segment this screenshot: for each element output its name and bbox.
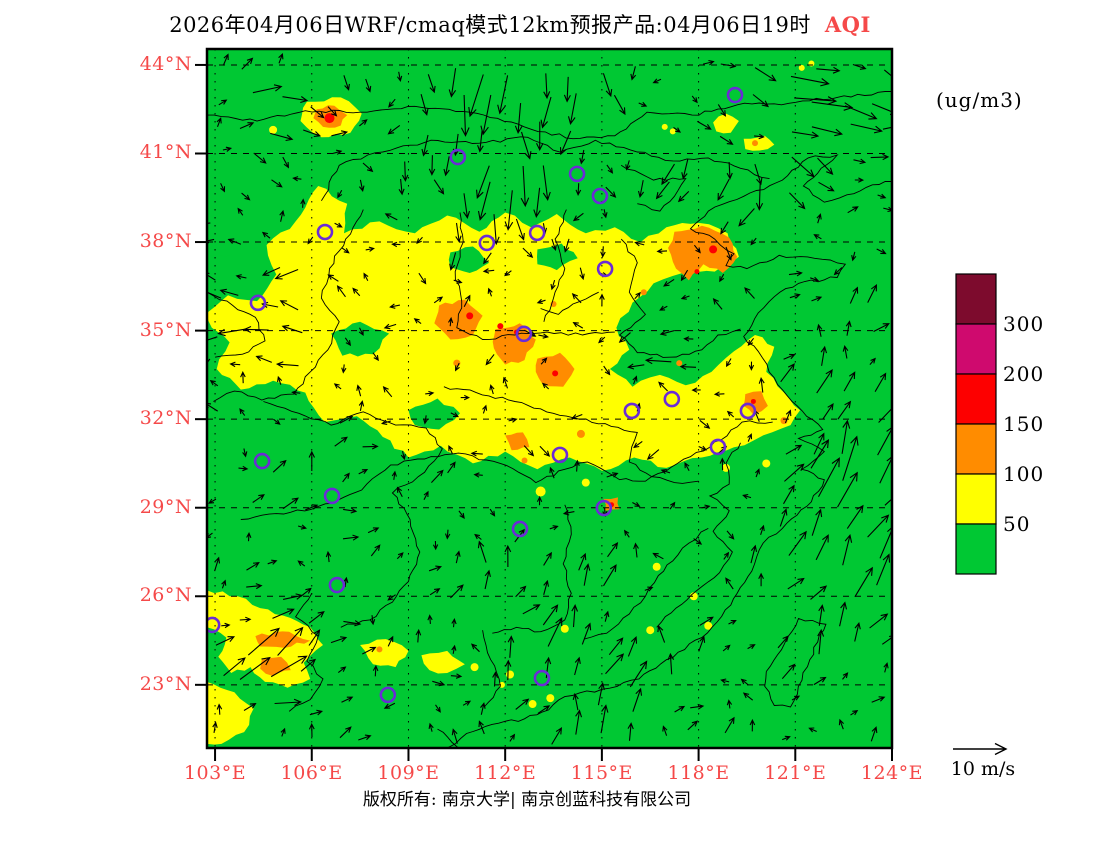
- title-aqi-badge: AQI: [824, 12, 871, 37]
- colorbar-segment: [955, 273, 997, 325]
- lon-tick-label: 124°E: [860, 762, 924, 784]
- lat-tick-label: 35°N: [139, 318, 192, 341]
- city-marker: [249, 294, 267, 312]
- city-marker: [379, 686, 397, 704]
- city-marker: [478, 234, 496, 252]
- city-markers-layer: [207, 86, 757, 704]
- city-marker: [511, 520, 529, 538]
- aqi-field-layer: [207, 60, 815, 745]
- lat-tick-label: 26°N: [139, 584, 192, 607]
- lon-tick-label: 106°E: [280, 762, 343, 784]
- lon-tick-label: 121°E: [764, 762, 827, 784]
- city-marker: [568, 165, 586, 183]
- city-marker: [449, 148, 467, 166]
- city-marker: [551, 446, 569, 464]
- lat-tick-label: 32°N: [139, 407, 192, 430]
- lon-tick-label: 109°E: [377, 762, 440, 784]
- title-text: 2026年04月06日WRF/cmaq模式12km预报产品:04月06日19时: [169, 13, 811, 37]
- colorbar-segment: [955, 473, 997, 525]
- lat-tick-label: 38°N: [139, 230, 192, 253]
- units-label: (ug/m3): [936, 88, 1023, 112]
- city-marker: [596, 260, 614, 278]
- colorbar-segment: [955, 373, 997, 425]
- colorbar-tick-label: 50: [1003, 512, 1031, 536]
- city-marker: [739, 402, 757, 420]
- colorbar-tick-label: 100: [1003, 462, 1045, 486]
- city-marker: [591, 187, 609, 205]
- map-content-layer: [207, 49, 892, 748]
- city-marker: [207, 616, 221, 634]
- wind-arrows-layer: [207, 53, 892, 745]
- boundaries-layer: [207, 91, 892, 748]
- colorbar-tick-label: 200: [1003, 362, 1045, 386]
- wind-reference-label: 10 m/s: [950, 758, 1016, 780]
- city-marker: [533, 669, 551, 687]
- footer-copyright: 版权所有: 南京大学| 南京创蓝科技有限公司: [362, 790, 692, 810]
- lon-tick-label: 112°E: [474, 762, 537, 784]
- city-marker: [595, 499, 613, 517]
- map-frame: [195, 47, 894, 761]
- lat-tick-label: 29°N: [139, 495, 192, 518]
- wind-reference-arrow: [953, 742, 1008, 756]
- lon-tick-label: 103°E: [183, 762, 247, 784]
- city-marker: [515, 325, 533, 343]
- lon-tick-label: 115°E: [570, 762, 633, 784]
- colorbar: [955, 273, 997, 575]
- city-marker: [623, 402, 641, 420]
- city-marker: [663, 390, 681, 408]
- page-title: 2026年04月06日WRF/cmaq模式12km预报产品:04月06日19时 A…: [0, 9, 1040, 39]
- city-marker: [316, 223, 334, 241]
- lon-tick-label: 118°E: [667, 762, 730, 784]
- colorbar-segment: [955, 323, 997, 375]
- city-marker: [709, 438, 727, 456]
- lat-tick-label: 44°N: [139, 52, 192, 75]
- city-marker: [528, 224, 546, 242]
- colorbar-segment: [955, 423, 997, 475]
- colorbar-tick-label: 150: [1003, 412, 1045, 436]
- lat-tick-label: 41°N: [139, 141, 192, 164]
- colorbar-segment: [955, 523, 997, 575]
- city-marker: [323, 487, 341, 505]
- lat-tick-label: 23°N: [139, 672, 192, 695]
- colorbar-tick-label: 300: [1003, 312, 1045, 336]
- city-marker: [253, 452, 271, 470]
- city-marker: [726, 86, 744, 104]
- city-marker: [328, 576, 346, 594]
